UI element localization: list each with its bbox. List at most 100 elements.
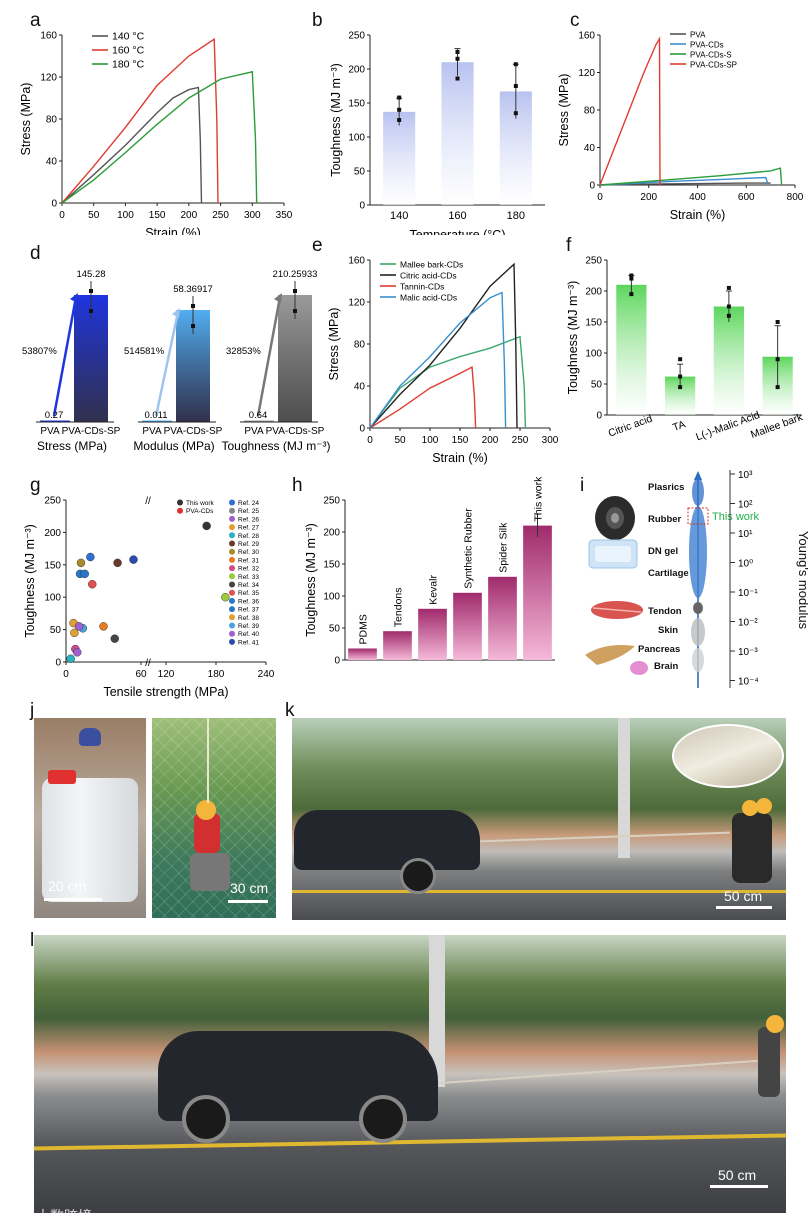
scale-label-l: 50 cm — [718, 1167, 757, 1183]
y-tick-label: 40 — [46, 157, 58, 168]
x-category-label: 140 — [390, 210, 408, 222]
y-tick-label: 50 — [354, 167, 366, 178]
bar-synthetic-rubber — [453, 592, 482, 660]
bar-spider-silk — [488, 576, 517, 660]
legend-label: Citric acid-CDs — [400, 271, 457, 281]
y-tick-label: 0 — [334, 656, 340, 667]
series-line-140-c — [61, 86, 203, 204]
group-label: Stress (MPa) — [37, 439, 107, 453]
modulus-tick-label: 10⁻⁴ — [738, 677, 759, 688]
road-line-illustration — [34, 1133, 786, 1151]
scatter-point — [221, 592, 230, 602]
panel-label-h: h — [292, 475, 303, 496]
y-tick-label: 250 — [323, 496, 340, 507]
y-tick-label: 80 — [354, 340, 366, 351]
photo-k-car-pulling: 50 cm — [292, 718, 786, 920]
series-line-pva-cds-sp — [599, 36, 661, 186]
y-tick-label: 200 — [323, 528, 340, 539]
x-tick-label: 600 — [738, 192, 755, 203]
high-value-label: 58.36917 — [173, 284, 213, 295]
legend-label: PVA-CDs — [186, 508, 214, 515]
lamp-post-illustration — [618, 718, 630, 858]
modulus-tick-label: 10⁰ — [738, 559, 753, 570]
youngs-modulus-axis-label: Young's modulus — [796, 531, 808, 630]
data-point — [455, 76, 460, 81]
y-tick-label: 160 — [578, 31, 595, 42]
low-value-label: 0.011 — [144, 410, 167, 421]
legend-label: 140 °C — [112, 31, 145, 43]
x-tick-label: 800 — [787, 192, 804, 203]
x-category-label: 160 — [448, 210, 466, 222]
material-label-cartilage: Cartilage — [648, 568, 689, 579]
series-line-pva-cds — [599, 176, 769, 186]
legend-marker — [229, 581, 235, 588]
series-line-pva-cds-s — [599, 167, 783, 186]
y-tick-label: 0 — [589, 181, 595, 192]
percent-increase-label: 32853% — [226, 346, 261, 357]
legend-label: 160 °C — [112, 45, 145, 57]
panel-label-f: f — [566, 235, 572, 256]
rope-illustration — [207, 718, 209, 803]
x-tick-label: 300 — [542, 435, 559, 446]
data-point — [89, 309, 93, 313]
series-line-180-c — [61, 70, 258, 204]
y-tick-label: 0 — [51, 199, 57, 210]
modulus-tick-label: 10⁻³ — [738, 647, 758, 658]
panel-label-k: k — [285, 700, 295, 721]
people-illustration — [732, 813, 772, 883]
y-tick-label: 160 — [40, 31, 57, 42]
y-tick-label: 50 — [329, 624, 341, 635]
bar-140 — [383, 111, 416, 205]
panel-label-a: a — [30, 10, 41, 31]
x-category-label: PDMS — [358, 614, 370, 644]
y-tick-label: 200 — [585, 287, 602, 298]
legend-marker — [229, 597, 235, 604]
modulus-tick-label: 10¹ — [738, 529, 753, 540]
x-tick-label: 150 — [452, 435, 469, 446]
legend-marker — [229, 507, 235, 514]
panel-label-e: e — [312, 235, 323, 256]
scatter-point — [113, 558, 122, 568]
person-illustration — [758, 1027, 780, 1097]
chart-a-stress-strain-temperature: Stress (MPa) Strain (%) 0 40 80 120 160 0 50 100 1… — [19, 31, 293, 236]
legend-label: Ref. 26 — [238, 516, 259, 523]
x-tick-label: 200 — [640, 192, 657, 203]
low-value-label: 0.64 — [249, 410, 268, 421]
y-tick-label: 0 — [359, 424, 365, 435]
modulus-tick-label: 10⁻¹ — [738, 588, 758, 599]
legend-marker — [229, 614, 235, 621]
x-tick-label: 50 — [88, 210, 100, 221]
x-tick-label: 250 — [212, 210, 229, 221]
y-tick-label: 100 — [323, 592, 340, 603]
bar-160 — [441, 62, 474, 206]
y-tick-label: 100 — [44, 593, 61, 604]
x-tick-label: 120 — [158, 669, 175, 680]
bar-this-work — [523, 525, 552, 660]
legend-label: Ref. 39 — [238, 623, 259, 630]
y-tick-label: 120 — [40, 73, 57, 84]
legend-label: Malic acid-CDs — [400, 293, 457, 303]
material-label-dn-gel: DN gel — [648, 546, 678, 557]
legend-marker — [229, 515, 235, 522]
legend-marker — [229, 630, 235, 637]
y-tick-label: 0 — [359, 201, 365, 212]
panel-label-c: c — [570, 10, 580, 31]
scatter-point — [73, 648, 82, 657]
legend-label: Ref. 40 — [238, 631, 259, 638]
y-tick-label: 50 — [50, 625, 62, 636]
legend-label: Ref. 27 — [238, 525, 259, 532]
car-wheel-rear-illustration — [359, 1095, 407, 1143]
panel-i-modulus-schematic: Plasrics Rubber DN gel Cartilage Tendon … — [585, 470, 808, 688]
legend-label: Ref. 31 — [238, 557, 259, 564]
x-tick-label: 250 — [512, 435, 529, 446]
person-legs-illustration — [190, 853, 230, 891]
y-axis-label: Toughness (MJ m⁻³) — [329, 63, 343, 177]
group-label: Toughness (MJ m⁻³) — [221, 439, 330, 453]
inset-fiber-photo — [672, 724, 784, 788]
rope-illustration — [438, 1059, 758, 1085]
bar-pva — [142, 420, 172, 422]
legend-label: Ref. 35 — [238, 590, 259, 597]
tire-illustration — [595, 496, 635, 540]
water-jug-illustration — [42, 778, 138, 902]
scatter-point — [66, 654, 75, 663]
